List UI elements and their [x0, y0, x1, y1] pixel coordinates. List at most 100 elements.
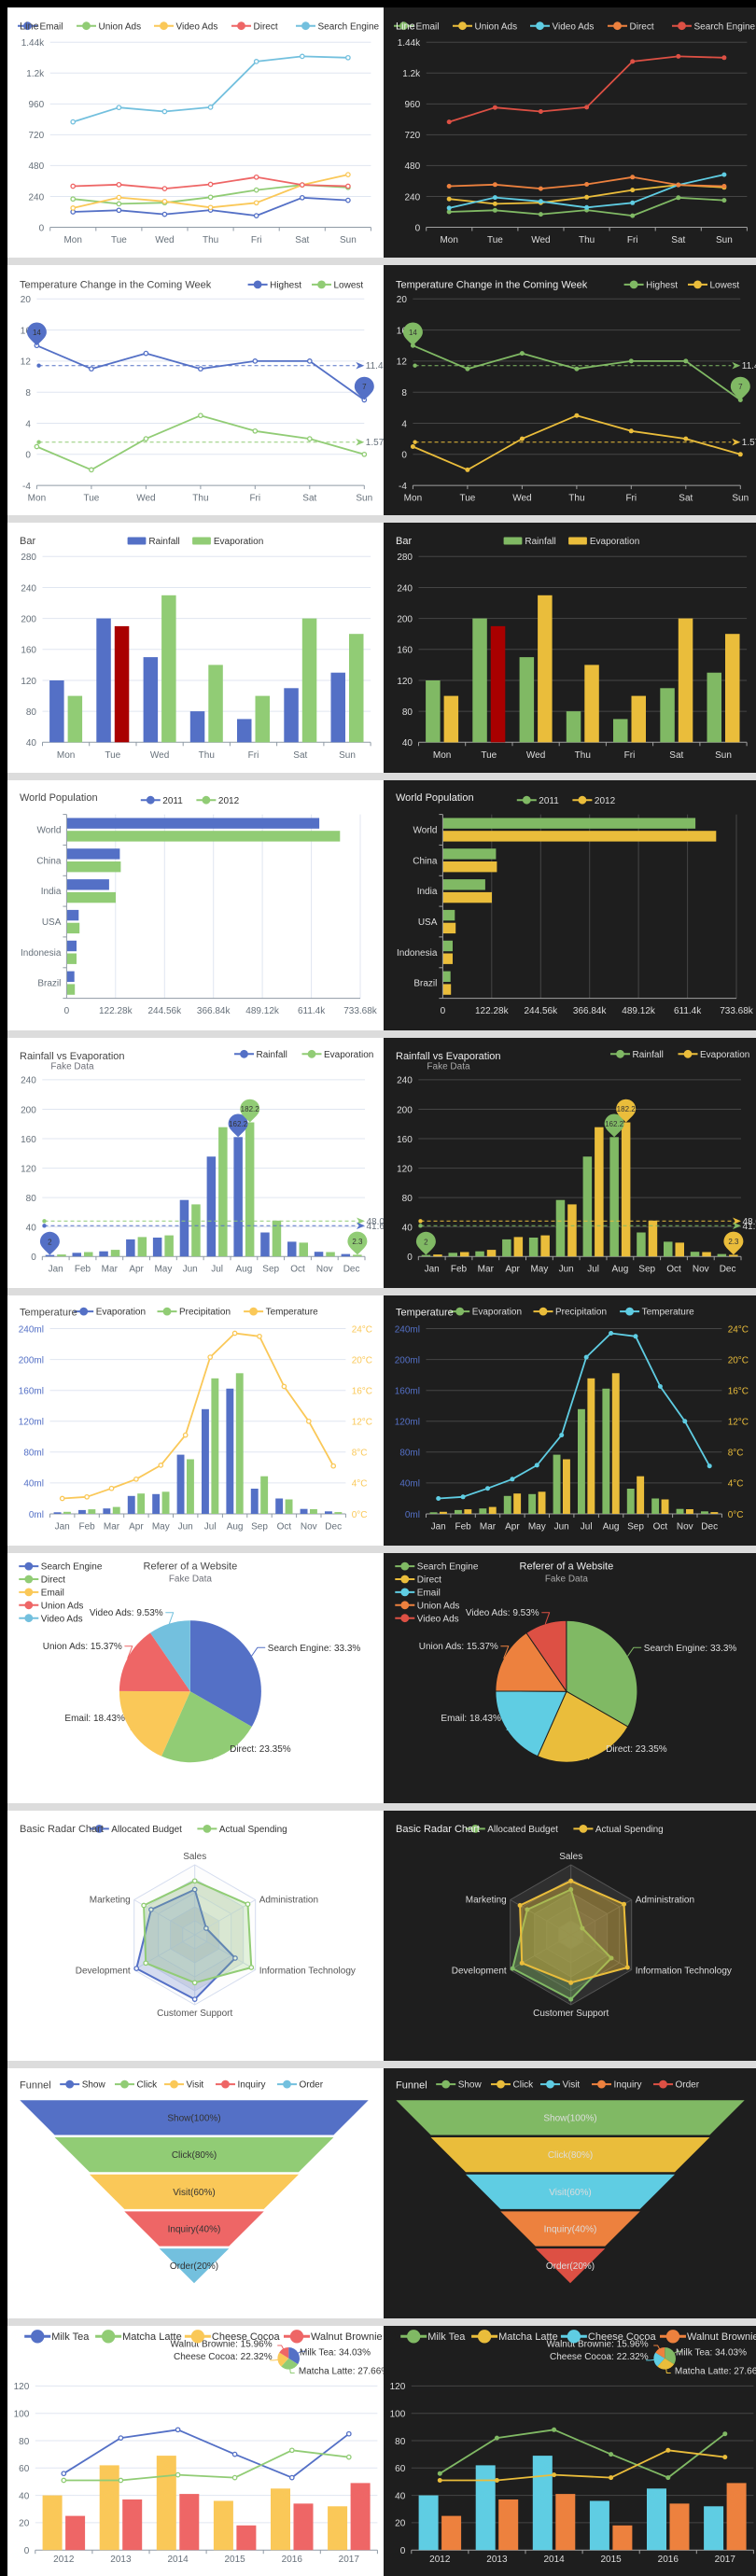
svg-text:Oct: Oct: [277, 1522, 292, 1533]
svg-text:May: May: [154, 1265, 172, 1275]
svg-text:Feb: Feb: [450, 1265, 467, 1275]
svg-text:Thu: Thu: [199, 750, 215, 761]
svg-text:Wed: Wed: [531, 235, 550, 245]
svg-text:World: World: [413, 826, 437, 836]
svg-text:20: 20: [19, 2519, 30, 2529]
svg-text:240ml: 240ml: [394, 1324, 419, 1335]
svg-text:200: 200: [21, 1105, 36, 1115]
svg-text:0: 0: [25, 451, 31, 461]
svg-text:Jul: Jul: [580, 1522, 592, 1533]
svg-text:Tue: Tue: [105, 750, 120, 761]
svg-text:China: China: [36, 856, 62, 866]
svg-text:40: 40: [401, 1223, 413, 1233]
svg-text:120: 120: [397, 677, 413, 687]
svg-text:Show(100%): Show(100%): [167, 2113, 220, 2123]
svg-text:0: 0: [24, 2546, 30, 2556]
svg-text:Sat: Sat: [293, 750, 307, 761]
svg-text:Jun: Jun: [558, 1265, 573, 1275]
svg-text:Feb: Feb: [75, 1265, 91, 1275]
svg-text:Union Ads: 15.37%: Union Ads: 15.37%: [418, 1642, 497, 1652]
svg-text:Thu: Thu: [574, 750, 590, 761]
svg-text:-4: -4: [22, 482, 31, 492]
svg-text:611.4k: 611.4k: [298, 1006, 326, 1016]
svg-text:20: 20: [396, 295, 407, 305]
svg-text:Direct: Direct: [629, 21, 653, 32]
svg-text:Sun: Sun: [715, 750, 732, 761]
svg-text:Indonesia: Indonesia: [21, 948, 62, 959]
svg-text:40ml: 40ml: [23, 1479, 44, 1490]
svg-text:244.56k: 244.56k: [524, 1006, 558, 1016]
svg-text:Search Engine: 33.3%: Search Engine: 33.3%: [268, 1644, 361, 1654]
svg-text:May: May: [152, 1522, 170, 1533]
svg-text:2011: 2011: [162, 796, 183, 806]
svg-text:Email: Email: [416, 1589, 440, 1599]
svg-text:366.84k: 366.84k: [197, 1006, 231, 1016]
svg-text:Thu: Thu: [203, 235, 218, 245]
svg-text:200: 200: [397, 614, 413, 624]
svg-text:Indonesia: Indonesia: [397, 948, 438, 959]
svg-text:20: 20: [21, 295, 32, 305]
svg-text:Aug: Aug: [236, 1265, 253, 1275]
svg-text:80: 80: [26, 707, 37, 718]
svg-text:120: 120: [21, 677, 36, 687]
svg-text:Temperature: Temperature: [20, 1307, 77, 1318]
svg-text:182.2: 182.2: [241, 1105, 260, 1113]
svg-text:1.57: 1.57: [741, 438, 756, 448]
svg-text:2.3: 2.3: [352, 1238, 363, 1246]
svg-text:Dec: Dec: [719, 1265, 735, 1275]
svg-text:Lowest: Lowest: [709, 281, 739, 291]
svg-text:Mon: Mon: [432, 750, 450, 761]
svg-text:Line: Line: [20, 21, 39, 33]
svg-text:Sun: Sun: [716, 235, 733, 245]
svg-text:200: 200: [21, 614, 36, 624]
svg-text:200ml: 200ml: [19, 1355, 44, 1365]
svg-text:14: 14: [408, 329, 416, 337]
svg-text:Video Ads: Video Ads: [552, 21, 594, 32]
svg-text:Fri: Fri: [249, 494, 260, 504]
svg-text:162.2: 162.2: [229, 1120, 248, 1128]
svg-text:Rainfall: Rainfall: [148, 537, 179, 547]
svg-text:240: 240: [397, 583, 413, 594]
svg-text:Jun: Jun: [178, 1522, 193, 1533]
svg-text:Union Ads: Union Ads: [41, 1601, 84, 1611]
svg-text:Order: Order: [675, 2080, 699, 2091]
svg-text:2017: 2017: [339, 2555, 360, 2565]
svg-text:41.65: 41.65: [367, 1222, 384, 1232]
svg-text:Rainfall vs Evaporation: Rainfall vs Evaporation: [396, 1051, 501, 1062]
svg-text:Brazil: Brazil: [413, 979, 437, 989]
svg-text:Wed: Wed: [136, 494, 155, 504]
svg-text:Mar: Mar: [104, 1522, 120, 1533]
svg-text:Aug: Aug: [602, 1522, 619, 1533]
svg-text:Rainfall: Rainfall: [525, 537, 555, 547]
svg-text:Wed: Wed: [150, 750, 169, 761]
svg-text:Mar: Mar: [102, 1265, 119, 1275]
svg-text:120ml: 120ml: [394, 1418, 419, 1428]
svg-text:Fri: Fri: [251, 235, 262, 245]
svg-text:733.68k: 733.68k: [343, 1006, 378, 1016]
svg-text:India: India: [41, 887, 62, 897]
svg-text:280: 280: [21, 553, 36, 563]
svg-text:Marketing: Marketing: [90, 1896, 131, 1906]
svg-text:80: 80: [401, 1194, 413, 1204]
svg-text:80: 80: [26, 1194, 37, 1204]
svg-text:Referer of a Website: Referer of a Website: [144, 1561, 238, 1573]
svg-text:80ml: 80ml: [399, 1449, 420, 1459]
svg-text:Jun: Jun: [183, 1265, 198, 1275]
svg-text:8°C: 8°C: [727, 1449, 743, 1459]
svg-text:4°C: 4°C: [352, 1479, 368, 1490]
svg-text:100: 100: [14, 2410, 30, 2420]
svg-text:0ml: 0ml: [29, 1510, 44, 1520]
svg-text:Jan: Jan: [430, 1522, 445, 1533]
svg-text:World Population: World Population: [20, 792, 98, 804]
svg-text:12°C: 12°C: [727, 1418, 748, 1428]
svg-text:Development: Development: [76, 1967, 131, 1977]
svg-text:Tue: Tue: [83, 494, 99, 504]
svg-text:Jul: Jul: [211, 1265, 223, 1275]
svg-text:Sales: Sales: [559, 1852, 582, 1862]
svg-text:Email: Email: [41, 1589, 64, 1599]
svg-text:Fake Data: Fake Data: [169, 1575, 213, 1585]
svg-text:2017: 2017: [714, 2555, 735, 2565]
svg-text:Email: 18.43%: Email: 18.43%: [64, 1714, 125, 1724]
svg-text:2015: 2015: [224, 2555, 245, 2565]
svg-text:Evaporation: Evaporation: [324, 1050, 373, 1060]
